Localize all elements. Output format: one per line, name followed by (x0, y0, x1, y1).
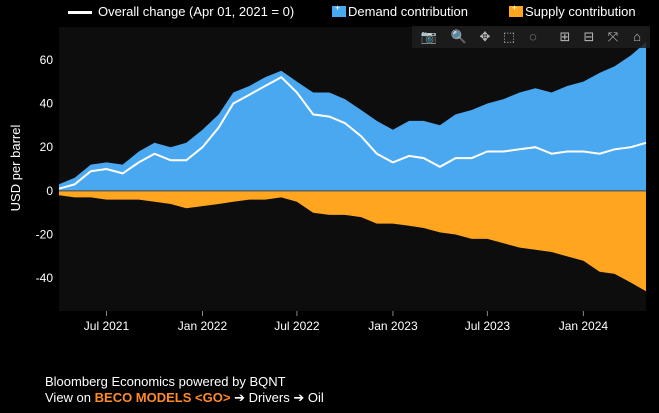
footer-line-2: View on BECO MODELS <GO> ➔ Drivers ➔ Oil (45, 390, 324, 406)
x-tick-label: Jul 2023 (465, 319, 511, 333)
y-tick-label: -40 (36, 271, 54, 285)
y-tick-label: 20 (40, 140, 54, 154)
zoom-icon[interactable]: 🔍 (450, 29, 468, 44)
demand-contribution-area (59, 42, 646, 191)
overall-line-swatch (68, 11, 92, 15)
footer-prefix: View on (45, 390, 95, 405)
x-tick-label: Jul 2021 (84, 319, 130, 333)
x-tick-label: Jul 2022 (274, 319, 320, 333)
autoscale-icon[interactable]: ⤧ (607, 29, 619, 44)
zoom-out-icon[interactable]: ⊟ (583, 29, 595, 44)
x-tick-label: Jan 2024 (559, 319, 609, 333)
footer-line-1: Bloomberg Economics powered by BQNT (45, 374, 286, 389)
supply-contribution-area (59, 190, 646, 292)
legend-label-overall: Overall change (Apr 01, 2021 = 0) (98, 4, 295, 19)
home-icon[interactable]: ⌂ (633, 29, 641, 44)
y-tick-label: 0 (46, 184, 53, 198)
y-tick-label: 40 (40, 96, 54, 110)
x-tick-label: Jan 2022 (178, 319, 228, 333)
legend-item-overall[interactable]: Overall change (Apr 01, 2021 = 0) (68, 4, 294, 19)
overall-change-line (58, 75, 647, 190)
camera-icon[interactable]: 📷 (420, 29, 438, 44)
legend-label-demand: Demand contribution (348, 4, 468, 19)
legend-item-supply[interactable]: + Supply contribution (509, 3, 636, 19)
y-tick-label: 60 (40, 53, 54, 67)
supply-swatch: + (509, 3, 523, 17)
legend-item-demand[interactable]: + Demand contribution (332, 3, 468, 19)
demand-swatch: + (332, 3, 346, 17)
footer-suffix: ➔ Drivers ➔ Oil (230, 390, 324, 405)
y-axis-label: USD per barrel (8, 125, 23, 212)
modebar: 📷 🔍 ✥ ⬚ ◌ ⊞ ⊟ ⤧ ⌂ (412, 26, 650, 48)
legend: Overall change (Apr 01, 2021 = 0) + Deman… (0, 2, 659, 22)
zoom-in-icon[interactable]: ⊞ (559, 29, 571, 44)
pan-icon[interactable]: ✥ (479, 29, 491, 44)
lasso-icon[interactable]: ◌ (529, 29, 537, 44)
y-tick-label: -20 (36, 228, 54, 242)
x-tick-label: Jan 2023 (368, 319, 418, 333)
beco-models-link[interactable]: BECO MODELS <GO> (94, 390, 231, 405)
box-select-icon[interactable]: ⬚ (502, 29, 516, 44)
legend-label-supply: Supply contribution (525, 4, 636, 19)
